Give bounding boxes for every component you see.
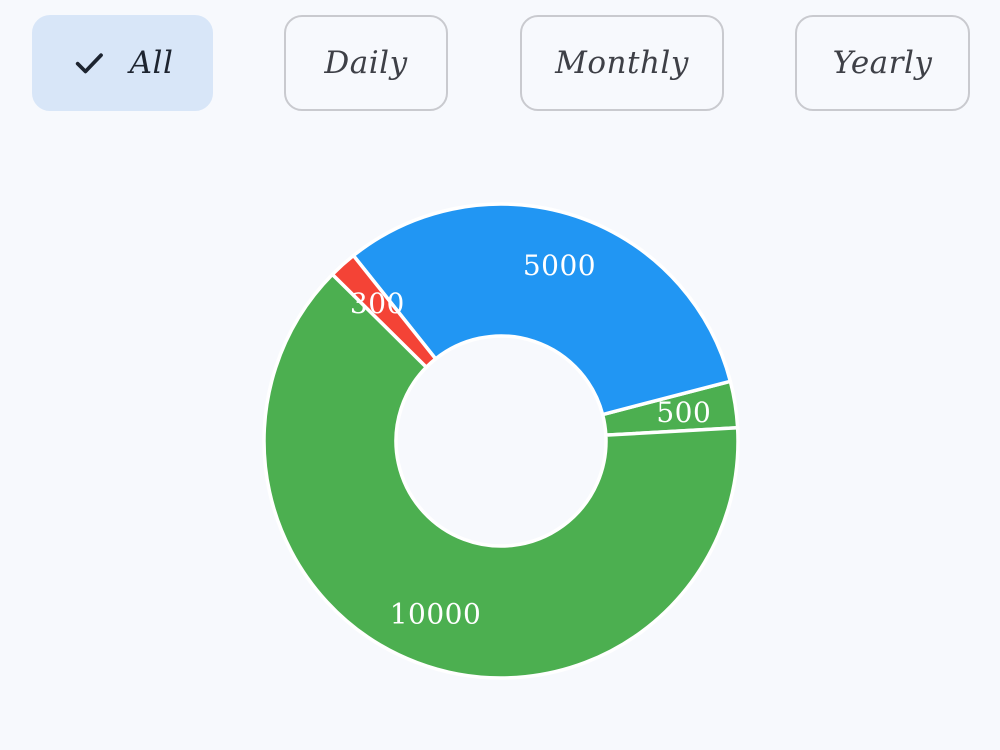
donut-slice-5000[interactable]: [351, 202, 733, 417]
filter-chip-yearly[interactable]: Yearly: [795, 15, 970, 111]
filter-chip-all-label: All: [129, 45, 174, 81]
donut-slice-10000[interactable]: [262, 272, 740, 680]
donut-slices: [262, 202, 740, 680]
filter-bar: All Daily Monthly Yearly: [0, 15, 1000, 113]
slice-label-300: 300: [350, 287, 405, 320]
donut-labels: 500 5000 300 10000: [350, 249, 711, 631]
filter-chip-all[interactable]: All: [32, 15, 213, 111]
filter-chip-monthly-label: Monthly: [555, 45, 689, 81]
filter-chip-daily[interactable]: Daily: [284, 15, 448, 111]
filter-chip-daily-label: Daily: [324, 45, 408, 81]
filter-chip-monthly[interactable]: Monthly: [520, 15, 724, 111]
slice-label-5000: 5000: [523, 249, 596, 282]
slice-label-500: 500: [656, 396, 711, 429]
slice-label-10000: 10000: [390, 598, 482, 631]
filter-chip-yearly-label: Yearly: [832, 45, 933, 81]
check-icon: [75, 53, 103, 74]
